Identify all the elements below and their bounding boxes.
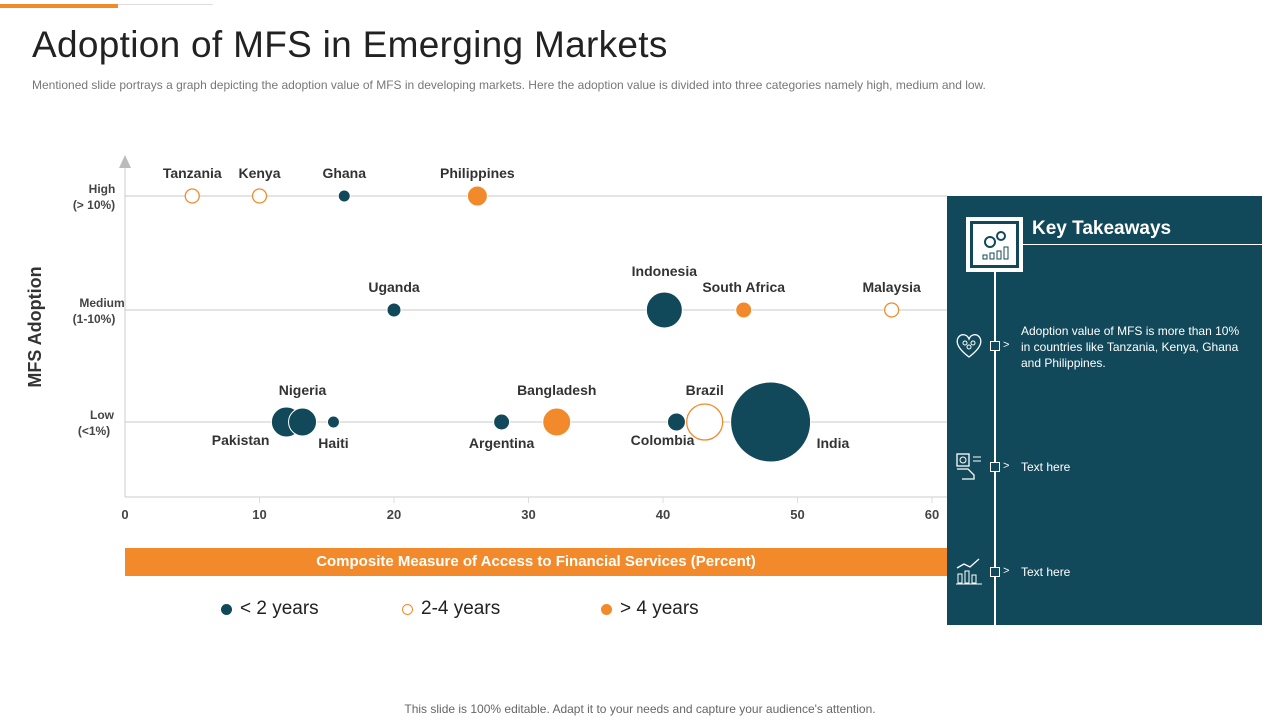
x-tick-label: 20: [387, 507, 401, 522]
x-tick-label: 50: [790, 507, 804, 522]
y-category-label: Medium: [79, 296, 124, 310]
x-tick-label: 10: [252, 507, 266, 522]
bubble-colombia: [666, 412, 686, 432]
timeline-marker: [990, 567, 1000, 577]
country-label: Pakistan: [212, 432, 270, 448]
heart-people-icon: [956, 334, 982, 358]
panel-title: Key Takeaways: [1032, 218, 1172, 239]
takeaway-text: Text here: [1021, 565, 1071, 579]
country-label: Brazil: [686, 382, 724, 398]
country-label: Tanzania: [163, 165, 222, 181]
country-label: Haiti: [318, 435, 348, 451]
x-tick-label: 0: [121, 507, 128, 522]
y-axis-label: MFS Adoption: [25, 266, 45, 387]
country-label: India: [817, 435, 850, 451]
x-tick-label: 60: [925, 507, 939, 522]
x-axis-label: Composite Measure of Access to Financial…: [125, 548, 947, 576]
y-category-sublabel: (> 10%): [73, 198, 115, 212]
bubble-ghana: [337, 189, 351, 203]
country-label: Argentina: [469, 435, 535, 451]
bubble-chart: 0 10 20 30 40 50 60 High (> 10%) Medium (1-10%) Low…: [25, 155, 947, 522]
timeline-line: [994, 264, 996, 625]
title-underline: [1023, 244, 1262, 245]
x-tick-label: 30: [521, 507, 535, 522]
bubble-argentina: [493, 413, 511, 431]
bubble-uganda: [386, 302, 402, 318]
y-category-sublabel: (1-10%): [73, 312, 116, 326]
key-takeaways-panel: Key Takeaways > Adoption value of MFS is…: [947, 196, 1262, 625]
country-label: Malaysia: [862, 279, 921, 295]
takeaway-text: Adoption value of MFS is more than 10% i…: [1021, 324, 1240, 370]
bubble-south-africa: [735, 301, 753, 319]
y-category-label: Low: [90, 408, 115, 422]
footer-note: This slide is 100% editable. Adapt it to…: [404, 702, 876, 716]
bubble-malaysia: [884, 302, 900, 318]
y-axis-arrow: [119, 155, 131, 168]
country-label: Colombia: [631, 432, 695, 448]
bubble-nigeria: [288, 407, 318, 437]
bubble-haiti: [326, 415, 340, 429]
chevron-right-icon: >: [1003, 565, 1010, 577]
bubble-bangladesh: [542, 407, 572, 437]
bubble-india: [730, 381, 812, 463]
chevron-right-icon: >: [1003, 460, 1010, 472]
legend-label: < 2 years: [240, 598, 319, 619]
y-category-label: High: [89, 182, 116, 196]
takeaway-text: Text here: [1021, 460, 1071, 474]
country-label: Philippines: [440, 165, 515, 181]
legend-marker: [601, 603, 612, 615]
chevron-right-icon: >: [1003, 339, 1010, 351]
bubble-philippines: [466, 185, 488, 207]
y-category-sublabel: (<1%): [78, 424, 110, 438]
bubble-kenya: [251, 188, 268, 204]
legend-lt2: < 2 years: [221, 598, 319, 620]
page-title: Adoption of MFS in Emerging Markets: [32, 24, 668, 65]
legend-2to4: 2-4 years: [402, 598, 500, 620]
page-subtitle: Mentioned slide portrays a graph depicti…: [32, 78, 986, 92]
country-label: Kenya: [238, 165, 280, 181]
bubble-tanzania: [184, 188, 200, 204]
legend-marker: [221, 603, 232, 615]
country-label: Indonesia: [632, 263, 698, 279]
legend-marker: [402, 603, 413, 615]
chart-growth-icon: [956, 558, 982, 585]
country-label: Uganda: [368, 279, 420, 295]
country-label: Bangladesh: [517, 382, 596, 398]
country-label: South Africa: [702, 279, 785, 295]
legend-label: > 4 years: [620, 598, 699, 619]
bubble-brazil: [686, 403, 724, 441]
country-label: Ghana: [322, 165, 366, 181]
insights-icon: [966, 217, 1023, 272]
accent-line: [118, 4, 213, 5]
payment-hand-icon: [956, 453, 981, 480]
legend-label: 2-4 years: [421, 598, 501, 619]
accent-bar: [0, 4, 118, 8]
bubble-indonesia: [645, 291, 683, 329]
country-label: Nigeria: [279, 382, 327, 398]
legend-gt4: > 4 years: [601, 598, 699, 620]
timeline-marker: [990, 462, 1000, 472]
timeline-marker: [990, 341, 1000, 351]
x-tick-label: 40: [656, 507, 670, 522]
